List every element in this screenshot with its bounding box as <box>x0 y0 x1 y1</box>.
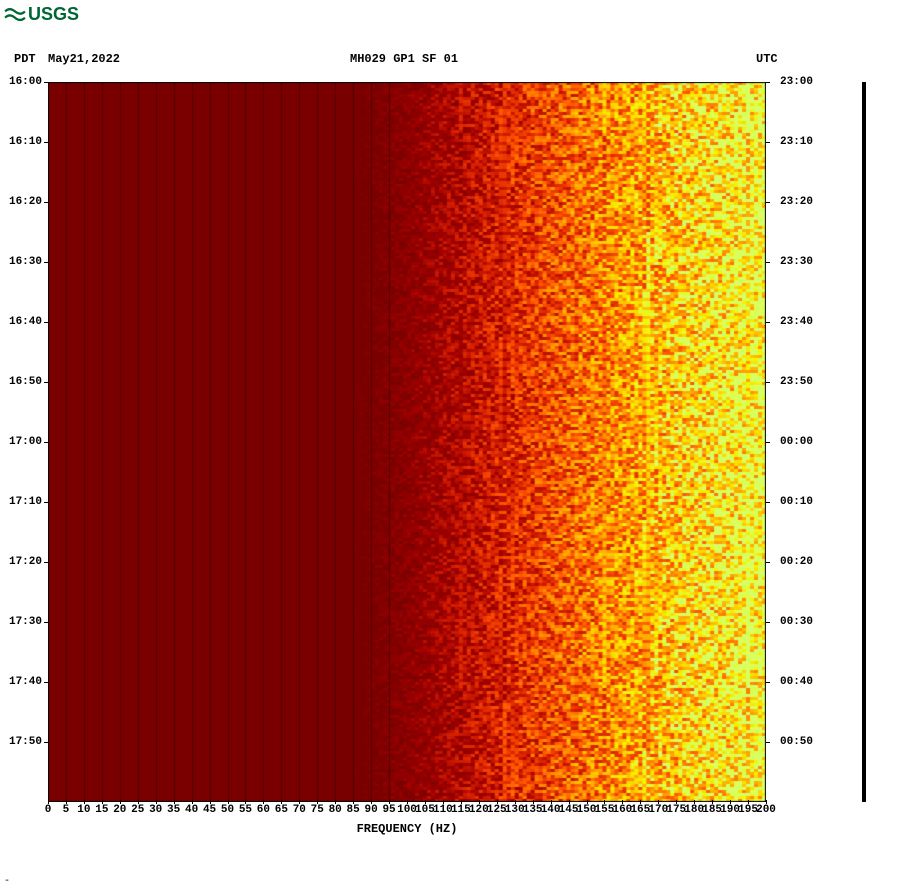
x-tick-label: 40 <box>185 804 198 816</box>
usgs-logo: USGS <box>4 4 79 25</box>
y-tick-left-label: 17:30 <box>9 616 42 628</box>
x-tick-label: 110 <box>433 804 453 816</box>
x-tick-label: 105 <box>415 804 435 816</box>
x-tick-label: 5 <box>63 804 70 816</box>
y-tick-left-label: 16:40 <box>9 316 42 328</box>
x-tick-label: 90 <box>364 804 377 816</box>
x-tick-label: 190 <box>720 804 740 816</box>
x-tick-label: 85 <box>347 804 360 816</box>
x-tick-label: 175 <box>666 804 686 816</box>
x-tick-label: 160 <box>612 804 632 816</box>
x-tick-label: 125 <box>487 804 507 816</box>
x-tick-label: 170 <box>648 804 668 816</box>
y-tick-left-label: 16:00 <box>9 76 42 88</box>
usgs-logo-text: USGS <box>28 4 79 25</box>
tz-left-label: PDT <box>14 52 36 66</box>
x-tick-label: 115 <box>451 804 471 816</box>
y-tick-right-label: 23:10 <box>780 136 813 148</box>
x-tick-label: 180 <box>684 804 704 816</box>
y-tick-right-label: 00:50 <box>780 736 813 748</box>
spectrogram-plot <box>48 82 766 802</box>
y-tick-right-label: 23:40 <box>780 316 813 328</box>
x-tick-label: 60 <box>257 804 270 816</box>
y-tick-right-label: 00:20 <box>780 556 813 568</box>
y-tick-left-label: 17:50 <box>9 736 42 748</box>
y-axis-left: 16:0016:1016:2016:3016:4016:5017:0017:10… <box>0 82 48 802</box>
x-tick-label: 165 <box>630 804 650 816</box>
y-tick-left-label: 16:20 <box>9 196 42 208</box>
x-tick-label: 155 <box>595 804 615 816</box>
x-tick-label: 65 <box>275 804 288 816</box>
x-tick-label: 55 <box>239 804 252 816</box>
y-tick-right-label: 00:40 <box>780 676 813 688</box>
x-tick-label: 25 <box>131 804 144 816</box>
y-tick-right-label: 00:00 <box>780 436 813 448</box>
y-axis-right: 23:0023:1023:2023:3023:4023:5000:0000:10… <box>766 82 826 802</box>
y-tick-right-label: 23:30 <box>780 256 813 268</box>
x-axis-label: FREQUENCY (HZ) <box>48 822 766 836</box>
x-tick-label: 145 <box>559 804 579 816</box>
x-tick-label: 120 <box>469 804 489 816</box>
y-tick-left-label: 17:00 <box>9 436 42 448</box>
x-tick-label: 30 <box>149 804 162 816</box>
x-tick-label: 135 <box>523 804 543 816</box>
y-tick-right-label: 23:20 <box>780 196 813 208</box>
y-tick-left-label: 17:20 <box>9 556 42 568</box>
y-tick-left-label: 16:10 <box>9 136 42 148</box>
x-tick-label: 35 <box>167 804 180 816</box>
x-tick-label: 10 <box>77 804 90 816</box>
colorbar <box>862 82 866 802</box>
x-tick-label: 200 <box>756 804 776 816</box>
footer-mark: - <box>4 876 10 887</box>
x-tick-label: 100 <box>397 804 417 816</box>
date-label: May21,2022 <box>48 52 120 66</box>
x-tick-label: 80 <box>329 804 342 816</box>
y-tick-left-label: 16:30 <box>9 256 42 268</box>
x-tick-label: 15 <box>95 804 108 816</box>
x-tick-label: 140 <box>541 804 561 816</box>
y-tick-left-label: 17:10 <box>9 496 42 508</box>
y-tick-right-label: 00:30 <box>780 616 813 628</box>
y-tick-right-label: 00:10 <box>780 496 813 508</box>
x-tick-label: 130 <box>505 804 525 816</box>
x-tick-label: 50 <box>221 804 234 816</box>
tz-right-label: UTC <box>756 52 778 66</box>
x-tick-label: 75 <box>311 804 324 816</box>
station-label: MH029 GP1 SF 01 <box>350 52 458 66</box>
spectrogram-canvas <box>48 82 766 802</box>
x-tick-label: 150 <box>577 804 597 816</box>
x-tick-label: 45 <box>203 804 216 816</box>
x-tick-label: 20 <box>113 804 126 816</box>
x-tick-label: 70 <box>293 804 306 816</box>
y-tick-left-label: 16:50 <box>9 376 42 388</box>
y-tick-left-label: 17:40 <box>9 676 42 688</box>
x-tick-label: 95 <box>382 804 395 816</box>
usgs-wave-icon <box>4 6 26 24</box>
x-tick-label: 195 <box>738 804 758 816</box>
x-tick-label: 0 <box>45 804 52 816</box>
y-tick-right-label: 23:00 <box>780 76 813 88</box>
x-axis-ticks: 0510152025303540455055606570758085909510… <box>48 804 766 820</box>
y-tick-right-label: 23:50 <box>780 376 813 388</box>
x-tick-label: 185 <box>702 804 722 816</box>
